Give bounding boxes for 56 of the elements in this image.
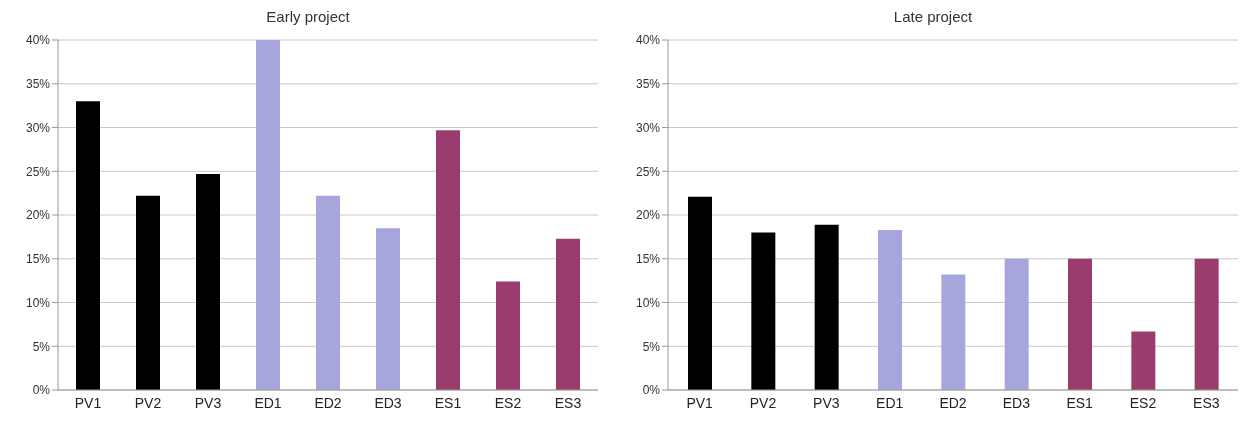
x-tick-label: ES3	[1193, 394, 1220, 411]
bar	[1194, 258, 1219, 390]
bar	[878, 229, 902, 390]
y-tick-label: 15%	[25, 252, 51, 267]
x-tick-label: PV1	[74, 394, 102, 411]
bar	[436, 130, 460, 390]
y-tick-label: 25%	[635, 164, 661, 179]
y-tick-label: 20%	[635, 208, 661, 223]
bar	[496, 281, 520, 390]
y-tick-label: 15%	[635, 252, 661, 267]
bar	[376, 228, 400, 390]
y-tick-label: 40%	[635, 33, 661, 48]
chart-title: Early project	[265, 8, 351, 27]
bar	[136, 195, 160, 390]
y-tick-label: 5%	[32, 339, 51, 354]
x-tick-label: PV3	[813, 394, 840, 411]
bar	[814, 224, 839, 390]
bar	[1004, 258, 1029, 390]
bar	[1131, 331, 1156, 390]
bar	[1068, 258, 1092, 390]
x-tick-label: ES2	[1129, 394, 1157, 411]
bar	[76, 101, 100, 390]
bar	[941, 274, 966, 390]
bar	[196, 173, 220, 390]
x-tick-label: PV1	[686, 394, 714, 411]
y-tick-label: 35%	[635, 77, 661, 92]
y-tick-label: 10%	[25, 295, 51, 310]
bar	[556, 238, 580, 390]
x-tick-label: ED3	[1002, 394, 1031, 411]
bar	[256, 40, 280, 390]
x-tick-label: ED3	[374, 394, 402, 411]
y-tick-label: 30%	[25, 120, 51, 135]
chart-title: Late project	[892, 8, 974, 27]
x-tick-label: PV2	[134, 394, 162, 411]
y-tick-label: 25%	[25, 164, 51, 179]
x-tick-label: ED2	[314, 394, 342, 411]
y-tick-label: 0%	[32, 383, 51, 398]
x-tick-label: PV2	[749, 394, 777, 411]
y-tick-label: 35%	[25, 77, 51, 92]
bar	[751, 232, 776, 390]
bar	[316, 195, 340, 390]
bar	[688, 196, 712, 390]
y-tick-label: 20%	[25, 208, 51, 223]
y-tick-label: 40%	[25, 33, 51, 48]
y-tick-label: 30%	[635, 120, 661, 135]
y-tick-label: 10%	[635, 295, 661, 310]
x-tick-label: ED1	[254, 394, 282, 411]
x-tick-label: ES3	[554, 394, 582, 411]
x-tick-label: ES1	[434, 394, 462, 411]
x-tick-label: PV3	[194, 394, 222, 411]
x-tick-label: ED2	[939, 394, 967, 411]
x-tick-label: ES2	[494, 394, 522, 411]
y-tick-label: 5%	[642, 339, 661, 354]
x-tick-label: ED1	[876, 394, 904, 411]
y-tick-label: 0%	[642, 383, 661, 398]
x-tick-label: ES1	[1066, 394, 1094, 411]
